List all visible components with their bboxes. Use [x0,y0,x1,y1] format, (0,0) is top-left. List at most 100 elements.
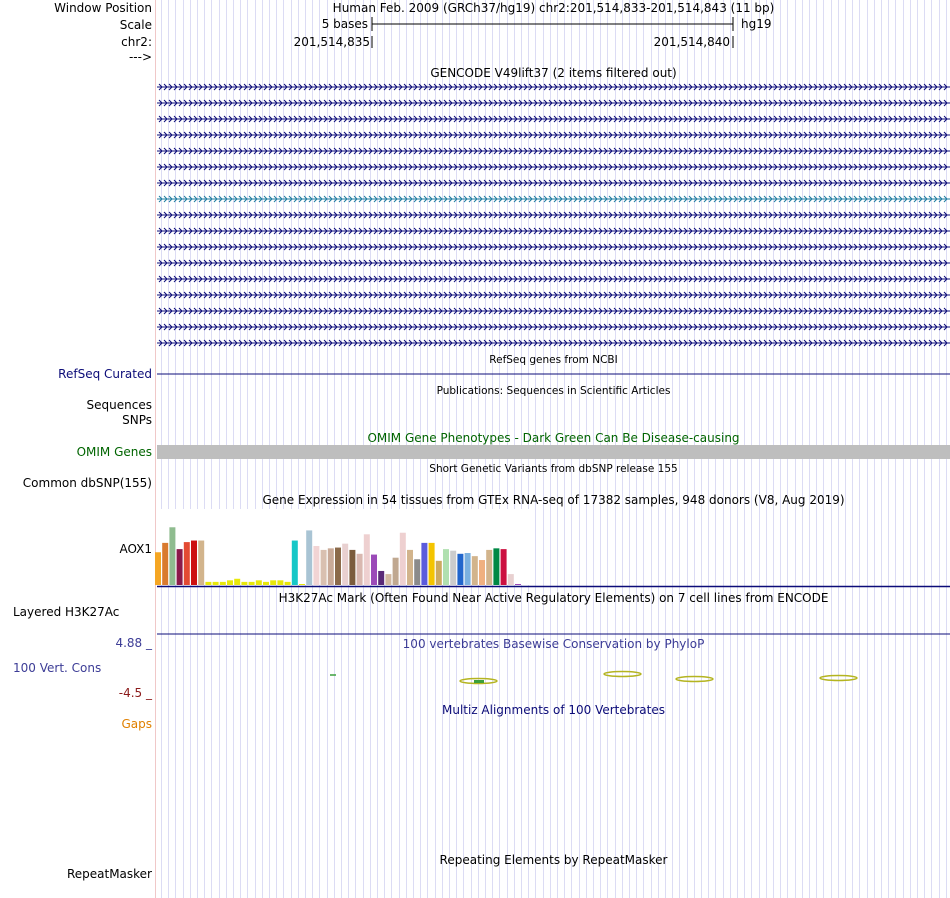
gtex-bar [183,542,190,585]
gencode-strand-arrows [158,115,948,123]
gtex-bar [450,550,457,585]
gencode-title[interactable]: GENCODE V49lift37 (2 items filtered out) [430,66,677,80]
scale-label: Scale [119,18,152,32]
phylop-mark [474,680,484,683]
omim-title[interactable]: OMIM Gene Phenotypes - Dark Green Can Be… [367,431,740,445]
position-right: 201,514,840 [653,35,730,49]
gtex-bar [464,553,471,585]
gtex-bar [399,532,406,585]
gencode-strand-arrows [158,131,948,139]
refseq-title[interactable]: RefSeq genes from NCBI [489,354,618,366]
gtex-bar [327,548,334,585]
phylop-mark [459,677,498,685]
gtex-bar [198,540,205,585]
phylop-mark [603,670,642,678]
gtex-bar [155,552,161,585]
strand-label[interactable]: ---> [128,50,152,64]
repeatmasker-label[interactable]: RepeatMasker [66,867,152,881]
phylop-mark [819,674,858,682]
gtex-bar [500,549,507,585]
refseq-label[interactable]: RefSeq Curated [58,367,152,381]
phylop-label[interactable]: 100 Vert. Cons [13,661,102,675]
gtex-bar [493,548,500,585]
scale-text: 5 bases [321,17,368,31]
gtex-bar [277,580,284,585]
gencode-strand-arrows [158,99,948,107]
gtex-bar [320,549,327,585]
gtex-bar [378,570,385,585]
phylop-min: -4.5 _ [118,686,152,700]
db-label: hg19 [741,17,772,31]
gtex-bar [255,580,262,585]
gencode-strand-arrows [158,195,948,203]
phylop-title[interactable]: 100 vertebrates Basewise Conservation by… [402,637,705,651]
chr-label[interactable]: chr2: [121,35,152,49]
gencode-strand-arrows [158,291,948,299]
assembly-title: Human Feb. 2009 (GRCh37/hg19) chr2:201,5… [332,1,775,15]
gtex-bar [263,581,269,585]
omim-feature-bar[interactable] [157,445,950,459]
gencode-strand-arrows [158,83,948,91]
gtex-bar [248,581,255,585]
gencode-strand-arrows [158,179,948,187]
gtex-bar [219,581,226,585]
gencode-strand-arrows [158,163,948,171]
position-left: 201,514,835 [293,35,370,49]
repeatmasker-title[interactable]: Repeating Elements by RepeatMasker [439,853,668,867]
gtex-bar [486,549,493,585]
omim-label[interactable]: OMIM Genes [76,445,152,459]
gencode-strand-arrows [158,147,948,155]
gtex-bar [392,557,399,585]
dbsnp-title[interactable]: Short Genetic Variants from dbSNP releas… [429,463,678,475]
gtex-bar [356,553,363,585]
gtex-bar [241,581,248,585]
gtex-bar [471,556,478,585]
gtex-bar [291,540,298,585]
gencode-strand-arrows [158,211,948,219]
multiz-title[interactable]: Multiz Alignments of 100 Vertebrates [441,703,666,717]
gaps-label[interactable]: Gaps [121,717,152,731]
gtex-bar [507,574,514,585]
gencode-strand-arrows [158,275,948,283]
gencode-strand-arrows [158,323,948,331]
label-separator [155,0,156,898]
phylop-max: 4.88 _ [115,636,152,650]
gencode-strand-arrows [158,243,948,251]
publications-title[interactable]: Publications: Sequences in Scientific Ar… [436,385,671,397]
gencode-strand-arrows [158,307,948,315]
gtex-label[interactable]: AOX1 [119,542,152,556]
gtex-bar [349,549,356,585]
gtex-bar [234,578,241,585]
publications-snps-label[interactable]: SNPs [122,413,152,427]
gtex-bar [435,560,442,585]
gtex-bar [212,581,219,585]
gtex-title[interactable]: Gene Expression in 54 tissues from GTEx … [262,493,845,507]
gtex-bar [515,584,521,585]
gtex-bar [227,580,233,585]
gtex-bar [421,542,428,585]
h3k27ac-title[interactable]: H3K27Ac Mark (Often Found Near Active Re… [278,591,829,605]
window-position-label: Window Position [54,1,152,15]
gtex-bar [191,540,197,585]
gtex-bar [479,560,485,585]
gtex-bar [363,534,370,585]
gtex-bar [205,581,212,585]
gtex-bar [162,542,169,585]
gtex-bar [407,549,413,585]
gtex-bar [335,547,341,585]
gtex-bar [457,553,464,585]
gencode-strand-arrows [158,339,948,347]
gtex-bar [176,549,183,585]
gtex-bar [284,581,291,585]
gencode-strand-arrows [158,227,948,235]
publications-sequences-label[interactable]: Sequences [86,398,152,412]
gtex-bar [342,543,349,585]
dbsnp-label[interactable]: Common dbSNP(155) [22,476,152,490]
gtex-bar [443,549,449,585]
gtex-bar [385,574,392,585]
phylop-mark [675,675,714,683]
h3k27ac-label[interactable]: Layered H3K27Ac [13,605,120,619]
gencode-strand-arrows [158,259,948,267]
